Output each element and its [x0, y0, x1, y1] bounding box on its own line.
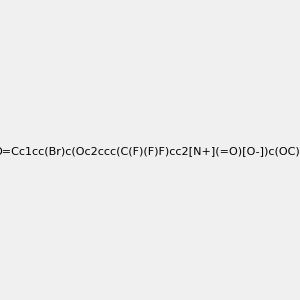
Text: O=Cc1cc(Br)c(Oc2ccc(C(F)(F)F)cc2[N+](=O)[O-])c(OC)c1: O=Cc1cc(Br)c(Oc2ccc(C(F)(F)F)cc2[N+](=O)…: [0, 146, 300, 157]
